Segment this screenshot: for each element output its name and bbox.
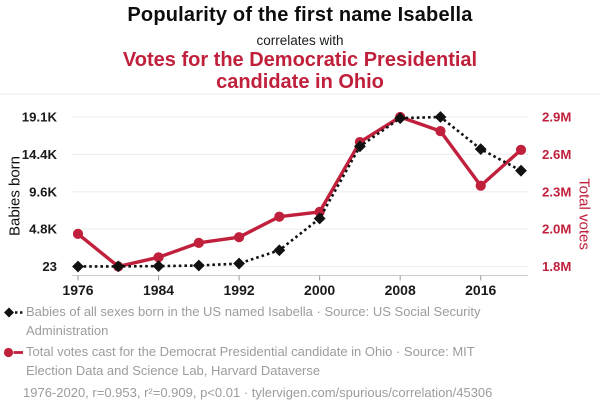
y-tick-label-left: 9.6K	[29, 184, 57, 199]
correlates-with-text: correlates with	[256, 33, 344, 48]
y-tick-label-right: 2.9M	[542, 110, 571, 125]
data-point	[313, 212, 326, 225]
data-point	[193, 237, 204, 248]
legend: Babies of all sexes born in the US named…	[3, 303, 563, 383]
data-point	[273, 244, 286, 257]
data-point	[112, 260, 125, 273]
black-diamond-dashed-icon	[4, 307, 23, 318]
x-tick-label: 1976	[62, 282, 93, 298]
page-title: Popularity of the first name Isabella	[127, 4, 473, 26]
data-point	[434, 111, 447, 123]
data-point	[72, 260, 84, 273]
data-point	[515, 144, 527, 155]
data-point	[233, 232, 245, 243]
x-tick-label: 2016	[465, 282, 496, 298]
data-point	[274, 211, 285, 222]
legend-label-isabella: Babies of all sexes born in the US named…	[26, 304, 481, 338]
y-tick-label-right: 1.8M	[542, 259, 571, 274]
left-axis-title: Babies born	[6, 155, 24, 237]
data-point	[152, 260, 165, 273]
x-tick-label: 2008	[385, 282, 416, 298]
y-tick-label-right: 2.0M	[542, 222, 571, 237]
series-line	[76, 115, 523, 269]
y-tick-label-right: 2.6M	[542, 147, 571, 162]
data-point	[515, 164, 527, 177]
y-tick-label-left: 14.4K	[22, 147, 58, 162]
y-tick-label-left: 19.1K	[22, 110, 58, 125]
legend-label-votes: Total votes cast for the Democrat Presid…	[26, 344, 475, 378]
legend-item-votes: Total votes cast for the Democrat Presid…	[3, 343, 563, 380]
y-tick-label-left: 4.8K	[29, 222, 57, 237]
data-point	[475, 180, 486, 191]
data-point	[394, 112, 407, 125]
data-point	[474, 143, 487, 156]
right-axis-title: Total votes	[575, 178, 593, 250]
x-tick-label: 1984	[143, 282, 174, 298]
page-subtitle: Votes for the Democratic Presidential ca…	[122, 49, 478, 93]
series-line	[77, 115, 522, 268]
data-point	[153, 252, 164, 263]
data-point	[354, 140, 366, 153]
data-point	[435, 125, 446, 137]
data-point	[72, 228, 84, 240]
red-circle-solid-icon	[3, 347, 23, 358]
data-point	[192, 259, 205, 272]
x-tick-label: 2000	[304, 282, 335, 298]
x-tick-label: 1992	[224, 282, 255, 298]
data-point	[233, 257, 245, 270]
legend-item-isabella: Babies of all sexes born in the US named…	[3, 303, 563, 340]
stats-footer: 1976-2020, r=0.953, r²=0.909, p<0.01 · t…	[23, 385, 493, 400]
y-tick-label-left: 23	[42, 259, 57, 274]
y-tick-label-right: 2.3M	[542, 184, 571, 199]
